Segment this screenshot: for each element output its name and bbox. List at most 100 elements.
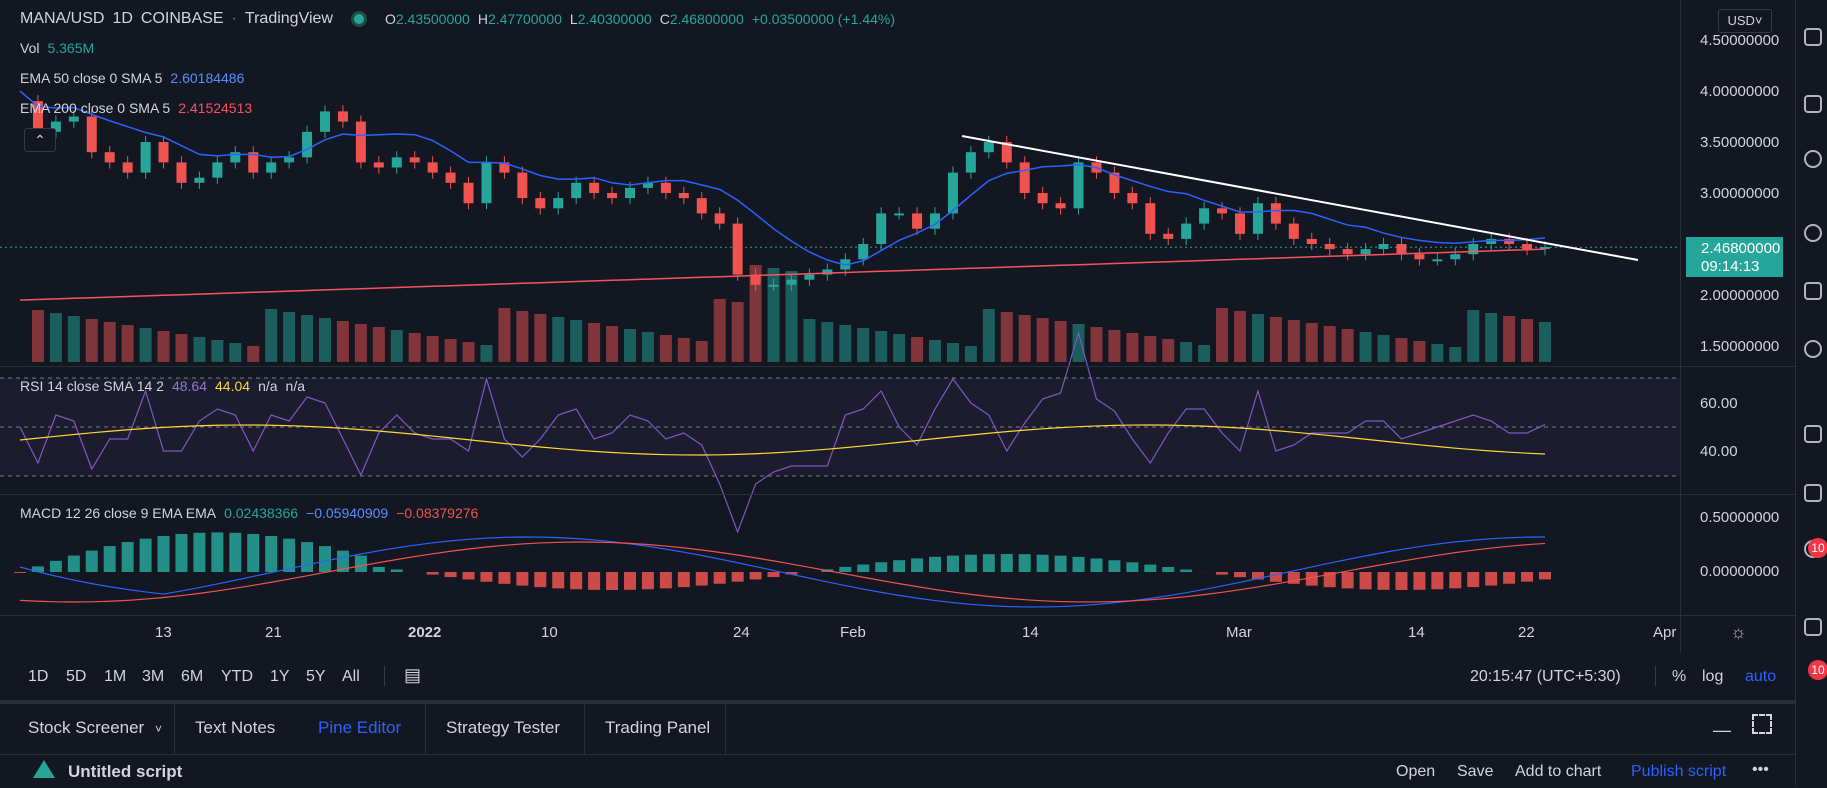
publish-script-button[interactable]: Publish script (1631, 763, 1726, 781)
volume-bar (409, 333, 421, 362)
timeframe-1m[interactable]: 1M (104, 668, 126, 686)
volume-bar (1270, 317, 1282, 362)
candle-body (1450, 254, 1460, 259)
volume-bar (1019, 315, 1031, 362)
notes-icon[interactable] (1804, 484, 1822, 502)
auto-scale-toggle[interactable]: auto (1745, 668, 1776, 686)
macd-histogram-bar (857, 564, 869, 572)
macd-histogram-bar (1234, 572, 1246, 577)
timeframe-5d[interactable]: 5D (66, 668, 86, 686)
ema200-legend[interactable]: EMA 200 close 0 SMA 5 2.41524513 (20, 100, 252, 116)
volume-bar (1108, 330, 1120, 362)
date-range-icon[interactable]: ▤ (404, 665, 421, 686)
timeframe-6m[interactable]: 6M (181, 668, 203, 686)
divider (1655, 666, 1656, 686)
open-button[interactable]: Open (1396, 763, 1435, 781)
macd-histogram-bar (104, 546, 116, 572)
rsi-tick: 40.00 (1700, 443, 1738, 460)
macd-label: MACD 12 26 close 9 EMA EMA (20, 505, 216, 521)
rsi-label: RSI 14 close SMA 14 2 (20, 378, 164, 394)
macd-histogram-bar (86, 551, 98, 572)
vol-legend[interactable]: Vol 5.365M (20, 40, 94, 56)
macd-histogram-bar (1342, 572, 1354, 588)
help-icon[interactable] (1804, 618, 1822, 636)
settings-gear-icon[interactable]: ☼ (1730, 622, 1747, 643)
collapse-legend-button[interactable]: ⌃ (24, 128, 56, 152)
price-tick: 4.50000000 (1700, 32, 1779, 49)
candle-body (374, 162, 384, 167)
tab-stock-screener[interactable]: Stock Screener ˅ (28, 718, 162, 738)
macd-histogram-bar (732, 572, 744, 582)
ema50-legend[interactable]: EMA 50 close 0 SMA 5 2.60184486 (20, 70, 244, 86)
calendar-icon[interactable] (1804, 282, 1822, 300)
symbol-name[interactable]: MANA/USD (20, 10, 104, 28)
time-tick: 2022 (408, 624, 441, 641)
interval[interactable]: 1D (112, 10, 132, 28)
timeframe-5y[interactable]: 5Y (306, 668, 326, 686)
currency-selector[interactable]: USD˅ (1718, 9, 1772, 33)
volume-bar (1539, 322, 1551, 362)
macd-histogram-bar (678, 572, 690, 587)
volume-bar (427, 336, 439, 362)
macd-histogram-bar (1395, 572, 1407, 590)
candle-body (1038, 193, 1048, 203)
chart-area[interactable] (0, 0, 1795, 690)
chat-icon[interactable] (1804, 425, 1822, 443)
macd-histogram-bar (301, 542, 313, 572)
tab-trading-panel[interactable]: Trading Panel (605, 718, 710, 738)
candle-body (1522, 244, 1532, 249)
volume-bar (785, 271, 797, 362)
percent-scale-toggle[interactable]: % (1672, 668, 1686, 686)
volume-bar (1360, 332, 1372, 362)
maximize-panel-icon[interactable] (1752, 714, 1772, 734)
rsi-legend[interactable]: RSI 14 close SMA 14 2 48.64 44.04 n/a n/… (20, 378, 305, 394)
data-window-icon[interactable] (1804, 150, 1822, 168)
ideas-icon[interactable] (1804, 340, 1822, 358)
tab-pine-editor[interactable]: Pine Editor (318, 718, 401, 738)
macd-histogram-bar (696, 572, 708, 586)
macd-legend[interactable]: MACD 12 26 close 9 EMA EMA 0.02438366 −0… (20, 505, 478, 521)
add-to-chart-button[interactable]: Add to chart (1515, 763, 1601, 781)
volume-bar (283, 312, 295, 362)
volume-bar (373, 327, 385, 362)
alerts-icon[interactable] (1804, 95, 1822, 113)
log-scale-toggle[interactable]: log (1702, 668, 1723, 686)
volume-bar (247, 346, 259, 362)
candle-body (1020, 162, 1030, 193)
macd-histogram-bar (893, 560, 905, 572)
script-title[interactable]: Untitled script (68, 762, 182, 782)
price-scale-divider (1680, 0, 1681, 652)
timeframe-3m[interactable]: 3M (142, 668, 164, 686)
candle-body (1432, 259, 1442, 261)
macd-histogram-bar (1162, 567, 1174, 572)
more-options-icon[interactable]: ••• (1752, 761, 1769, 779)
candle-body (1379, 244, 1389, 249)
minimize-panel-icon[interactable]: — (1713, 720, 1731, 741)
macd-histogram-bar (193, 533, 205, 572)
volume-bar (1395, 338, 1407, 362)
timeframe-all[interactable]: All (342, 668, 360, 686)
timeframe-1y[interactable]: 1Y (270, 668, 290, 686)
clock[interactable]: 20:15:47 (UTC+5:30) (1470, 668, 1621, 686)
tab-strategy-tester[interactable]: Strategy Tester (446, 718, 560, 738)
volume-bar (1001, 312, 1013, 362)
macd-line-value: −0.05940909 (306, 505, 388, 521)
pane-divider-macd (0, 494, 1795, 495)
volume-bar (660, 335, 672, 362)
macd-histogram-bar (1360, 572, 1372, 589)
tab-text-notes[interactable]: Text Notes (195, 718, 275, 738)
right-toolbar: 10 10 (1795, 0, 1827, 787)
volume-bar (480, 345, 492, 362)
watchlist-icon[interactable] (1804, 28, 1822, 46)
volume-bar (1485, 313, 1497, 362)
candle-body (464, 183, 474, 203)
macd-histogram-bar (14, 572, 26, 573)
candle-body (517, 173, 527, 199)
candle-body (1235, 213, 1245, 233)
save-button[interactable]: Save (1457, 763, 1493, 781)
timeframe-ytd[interactable]: YTD (221, 668, 253, 686)
price-chart[interactable] (0, 0, 1680, 652)
timeframe-1d[interactable]: 1D (28, 668, 48, 686)
hotlist-icon[interactable] (1804, 224, 1822, 242)
candle-body (733, 224, 743, 275)
